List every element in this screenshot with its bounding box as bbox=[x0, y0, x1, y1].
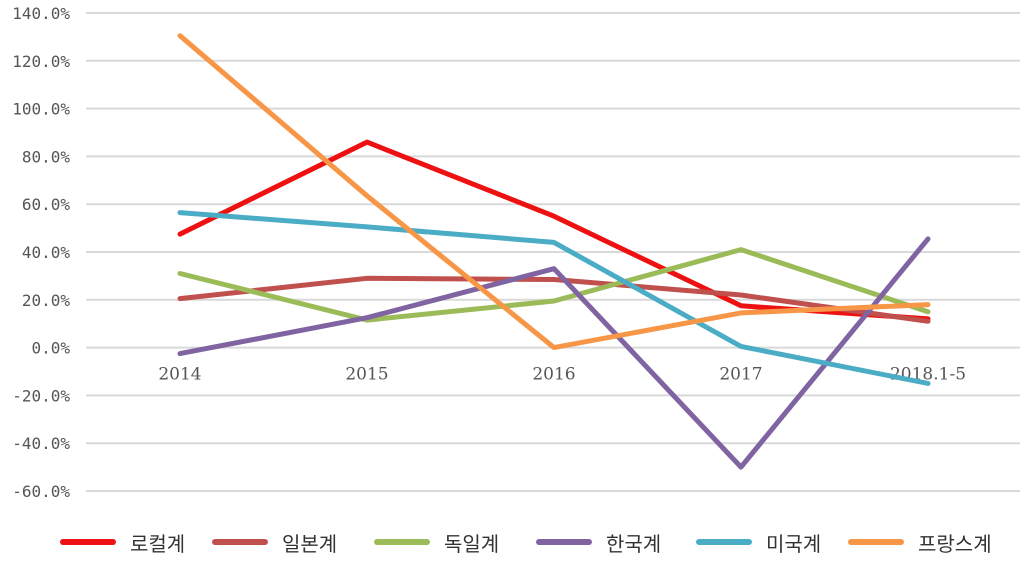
legend-swatch bbox=[536, 539, 592, 545]
x-tick-label: 2016 bbox=[532, 365, 575, 385]
series-line-5 bbox=[177, 33, 931, 351]
series-line-1 bbox=[177, 275, 931, 324]
y-tick-label: -40.0% bbox=[12, 434, 70, 453]
legend-label: 프랑스계 bbox=[918, 531, 992, 556]
y-tick-label: 0.0% bbox=[31, 339, 70, 358]
series-lines bbox=[177, 33, 931, 470]
y-tick-label: -60.0% bbox=[12, 482, 70, 501]
x-axis-ticks: 2014 2015 2016 2017 2018.1-5 bbox=[158, 365, 966, 385]
legend-swatch bbox=[696, 539, 752, 545]
series-line-0 bbox=[177, 139, 931, 322]
series-line-3 bbox=[177, 236, 931, 470]
legend: 로컬계 일본계 독일계 한국계 미국계 프랑스계 bbox=[0, 524, 1024, 560]
gridlines bbox=[86, 12, 1020, 492]
legend-item: 프랑스계 bbox=[848, 524, 992, 560]
legend-label: 한국계 bbox=[606, 531, 662, 556]
legend-swatch bbox=[60, 539, 116, 545]
y-tick-label: -20.0% bbox=[12, 386, 70, 405]
legend-label: 로컬계 bbox=[130, 531, 186, 556]
x-tick-label: 2014 bbox=[158, 365, 201, 385]
x-tick-label: 2017 bbox=[719, 365, 762, 385]
legend-item: 미국계 bbox=[696, 524, 821, 560]
legend-swatch bbox=[212, 539, 268, 545]
line-chart: 140.0% 120.0% 100.0% 80.0% 60.0% 40.0% 20.0% 0.… bbox=[12, 4, 1020, 501]
legend-label: 미국계 bbox=[766, 531, 822, 556]
x-tick-label: 2015 bbox=[345, 365, 388, 385]
legend-item: 한국계 bbox=[536, 524, 661, 560]
legend-swatch bbox=[374, 539, 430, 545]
legend-label: 독일계 bbox=[444, 531, 500, 556]
legend-item: 로컬계 bbox=[60, 524, 185, 560]
y-tick-label: 80.0% bbox=[22, 147, 71, 166]
legend-item: 독일계 bbox=[374, 524, 499, 560]
y-tick-label: 40.0% bbox=[22, 243, 71, 262]
y-tick-label: 120.0% bbox=[12, 52, 70, 71]
series-line-2 bbox=[177, 247, 931, 323]
y-tick-label: 20.0% bbox=[22, 291, 71, 310]
legend-label: 일본계 bbox=[282, 531, 338, 556]
y-tick-label: 100.0% bbox=[12, 100, 70, 119]
legend-item: 일본계 bbox=[212, 524, 337, 560]
y-tick-label: 60.0% bbox=[22, 195, 71, 214]
legend-swatch bbox=[848, 539, 904, 545]
y-axis-ticks: 140.0% 120.0% 100.0% 80.0% 60.0% 40.0% 20.0% 0.… bbox=[12, 4, 70, 501]
series-line-4 bbox=[177, 210, 931, 386]
y-tick-label: 140.0% bbox=[12, 4, 70, 23]
